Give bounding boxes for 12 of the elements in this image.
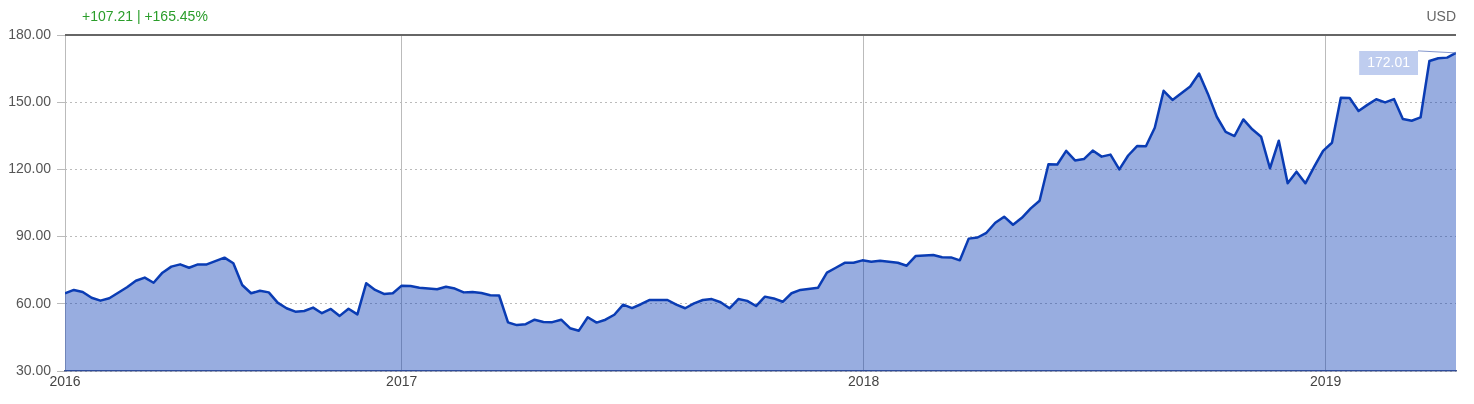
chart-subtitle: +107.21 | +165.45% <box>82 8 208 24</box>
x-tick-label: 2019 <box>1310 373 1342 390</box>
x-tick-label: 2016 <box>49 373 81 390</box>
text: USD <box>1426 8 1456 24</box>
x-tick-label: 2017 <box>386 373 418 390</box>
y-tick-label: 180.00 <box>8 25 52 42</box>
y-tick-label: 60.00 <box>15 294 52 311</box>
y-tick-label: 90.00 <box>15 227 52 244</box>
x-tick-label: 2018 <box>848 373 880 390</box>
annotation: 172.01 <box>1367 53 1411 70</box>
y-tick-label: 150.00 <box>8 93 52 110</box>
y-tick-label: 120.00 <box>8 160 52 177</box>
